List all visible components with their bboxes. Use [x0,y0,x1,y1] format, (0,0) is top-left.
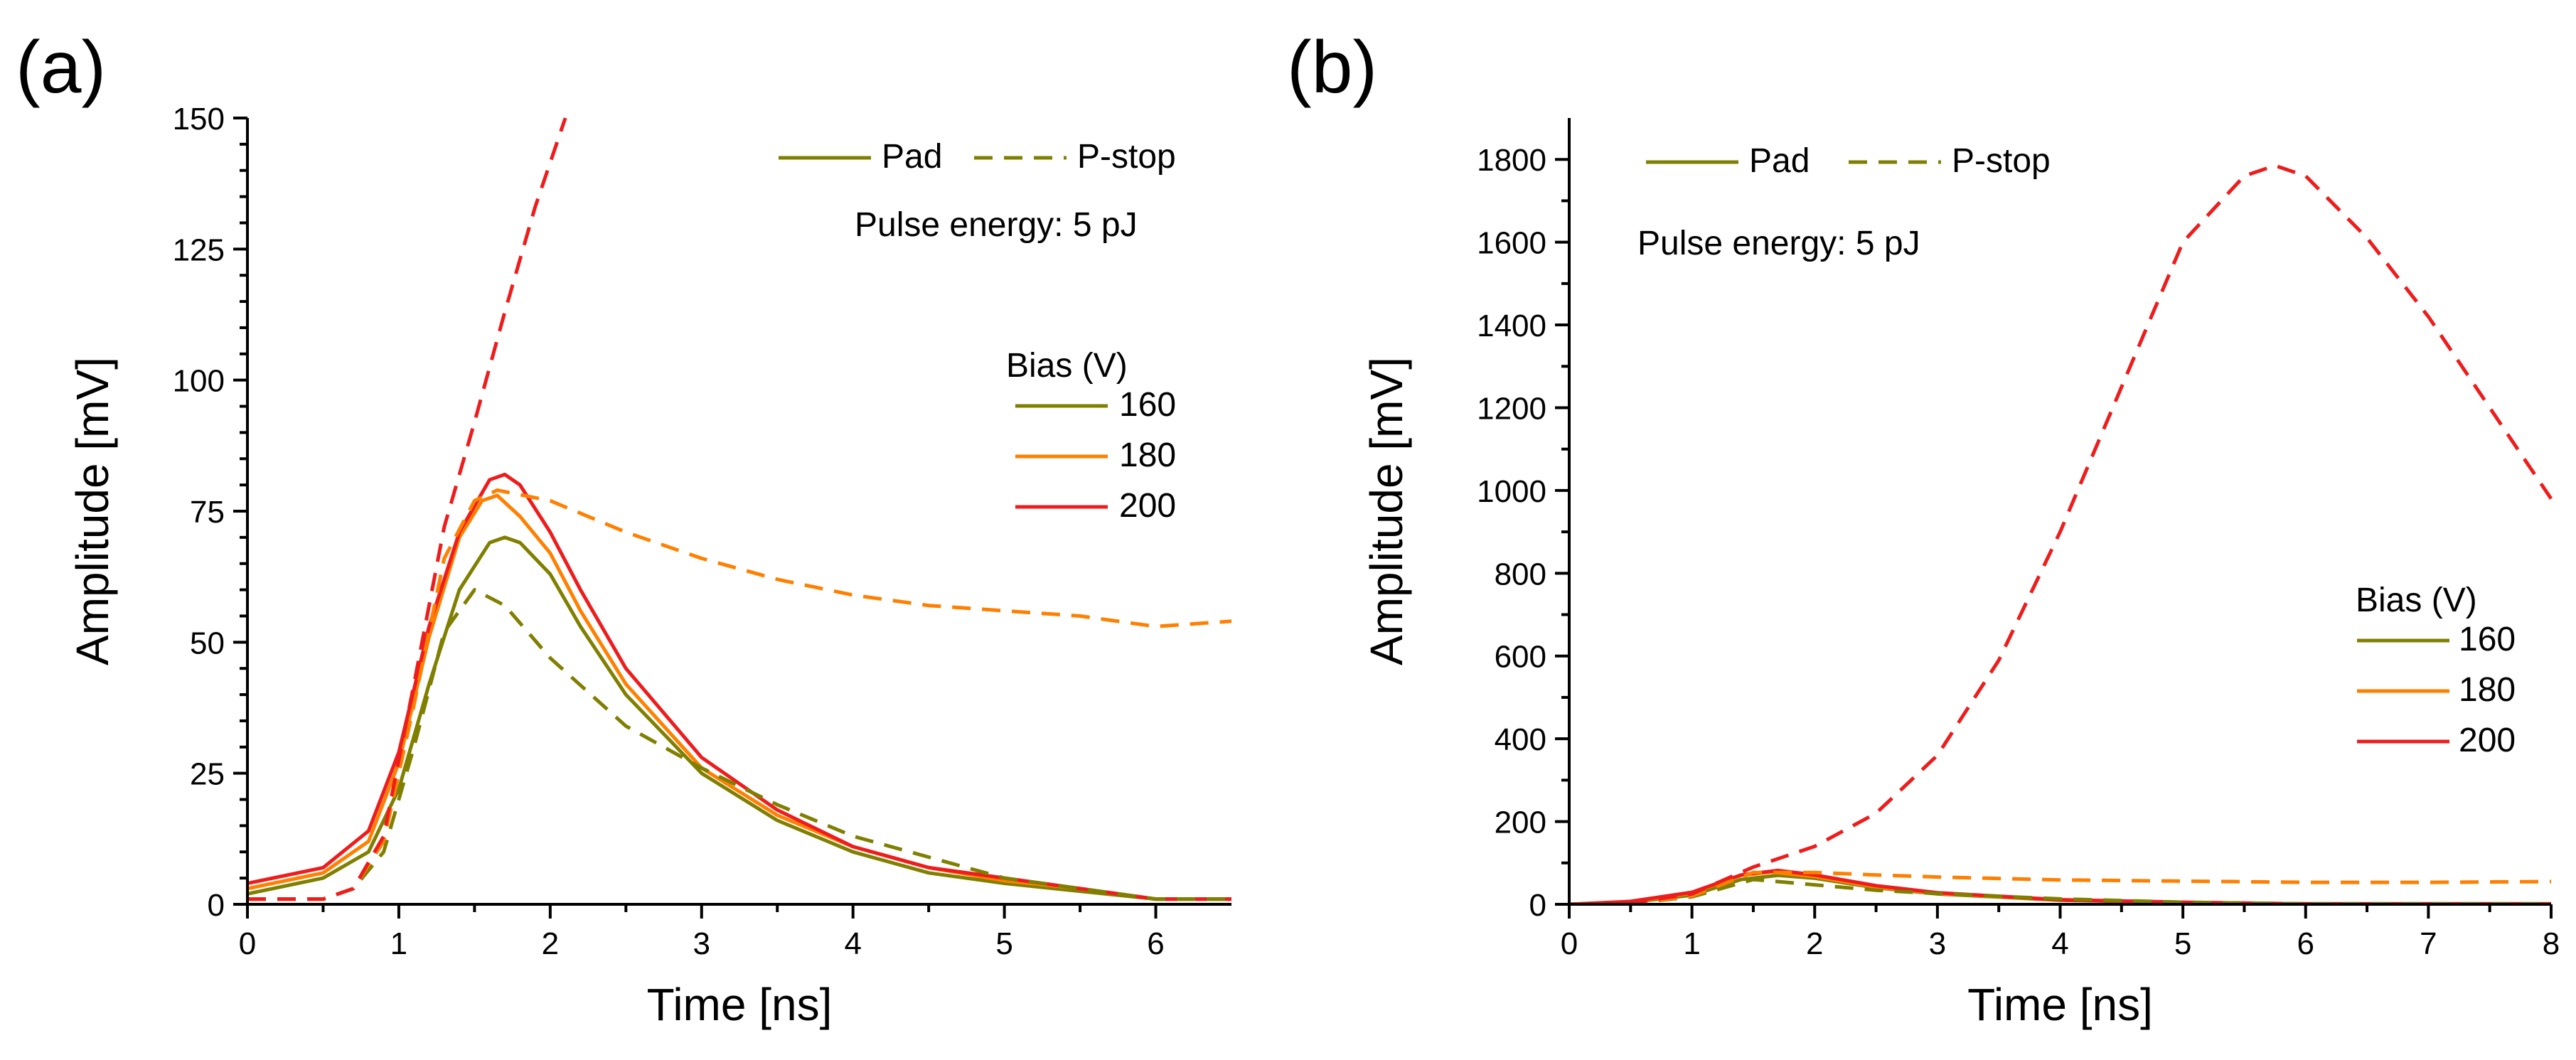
bias-legend-title: Bias (V) [1006,347,1128,385]
series-line-p-stop-200 [247,117,567,901]
y-tick-label: 1400 [1477,309,1546,343]
y-axis-label: Amplitude [mV] [1361,357,1412,665]
legend-pad-label: Pad [882,138,942,176]
legend-pad-label: Pad [1749,142,1810,180]
legend-pstop-label: P-stop [1952,142,2051,180]
y-tick-label: 25 [190,757,225,792]
x-tick-label: 0 [1561,926,1578,961]
bias-legend-label-160: 160 [1119,386,1176,424]
y-tick-label: 600 [1495,640,1546,675]
bias-legend-label-180: 180 [1119,437,1176,474]
y-tick-label: 200 [1495,805,1546,840]
bias-legend-title: Bias (V) [2356,582,2477,619]
pulse-energy-annotation: Pulse energy: 5 pJ [855,206,1138,244]
y-tick-label: 50 [190,626,225,660]
series-line-p-stop-160 [247,588,1231,901]
y-tick-label: 400 [1495,722,1546,757]
y-tick-label: 1600 [1477,226,1546,261]
x-tick-label: 3 [1929,926,1946,961]
series-line-p-stop-200 [1569,164,2553,906]
series-group [247,117,1232,901]
pulse-energy-annotation: Pulse energy: 5 pJ [1637,225,1920,262]
series-line-pad-180 [247,493,1231,901]
x-tick-label: 8 [2543,926,2560,961]
y-tick-label: 1800 [1477,143,1546,178]
y-tick-label: 75 [190,495,225,530]
x-tick-label: 7 [2420,926,2437,961]
x-tick-label: 3 [693,926,710,961]
y-tick-label: 150 [173,102,225,136]
x-tick-label: 0 [239,926,256,961]
series-line-p-stop-180 [1569,870,2552,906]
series-group [1569,164,2553,906]
legend-pstop-label: P-stop [1077,138,1176,176]
x-axis-label: Time [ns] [647,979,833,1030]
panel-b: 0 1 2 3 4 5 6 7 8 0 200 400 600 800 1000 1200 1400 1600 18… [1287,26,2560,1030]
series-line-p-stop-180 [247,488,1232,901]
x-tick-label: 4 [2051,926,2068,961]
bias-legend-label-200: 200 [2459,722,2516,759]
series-line-pad-200 [247,472,1231,901]
y-tick-label: 100 [173,364,225,399]
y-tick-label: 1200 [1477,391,1546,426]
x-tick-label: 4 [844,926,861,961]
x-tick-label: 1 [390,926,407,961]
bias-legend-label-200: 200 [1119,487,1176,525]
panel-a: 0 1 2 3 4 5 6 0 25 50 75 100 125 150 Time [ns] Amplitud… [16,26,1232,1030]
y-tick-label: 125 [173,232,225,267]
y-tick-label: 0 [1529,888,1546,923]
y-tick-label: 0 [208,888,225,923]
bias-legend-label-180: 180 [2459,671,2516,709]
x-tick-label: 5 [2174,926,2191,961]
panel-label: (a) [16,26,106,109]
series-line-pad-160 [247,535,1231,901]
bias-legend-label-160: 160 [2459,621,2516,658]
x-tick-label: 1 [1683,926,1700,961]
x-tick-label: 2 [1806,926,1823,961]
y-axis-label: Amplitude [mV] [67,357,118,665]
x-axis-label: Time [ns] [1967,979,2153,1030]
x-tick-label: 6 [2297,926,2314,961]
x-tick-label: 5 [995,926,1012,961]
x-tick-label: 6 [1147,926,1164,961]
panel-label: (b) [1287,26,1377,109]
y-tick-label: 1000 [1477,474,1546,509]
x-tick-label: 2 [542,926,559,961]
y-tick-label: 800 [1495,557,1546,591]
